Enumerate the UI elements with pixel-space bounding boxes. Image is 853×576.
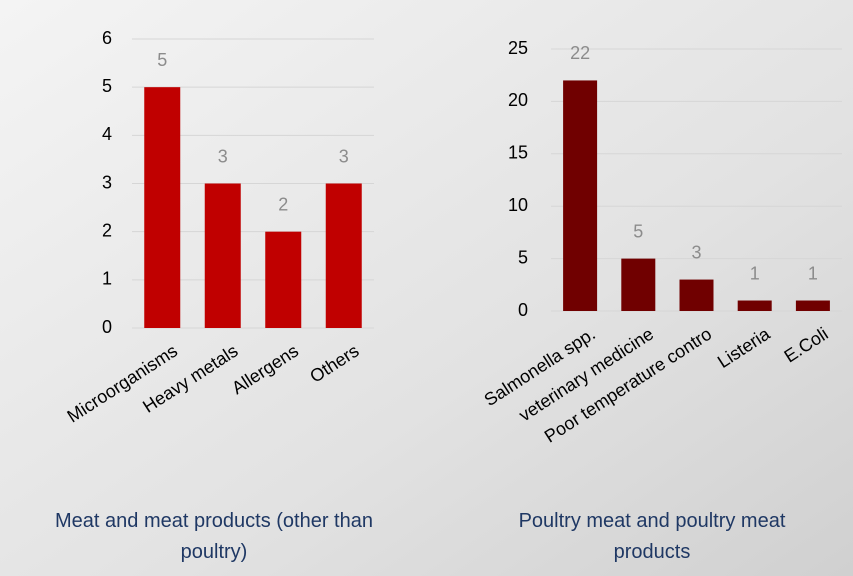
y-tick-label: 5 — [518, 247, 528, 267]
data-label: 3 — [691, 242, 701, 262]
caption: Poultry meat and poultry meat products — [518, 510, 786, 563]
bar — [265, 231, 302, 328]
y-tick-label: 4 — [102, 124, 112, 144]
y-tick-label: 15 — [508, 143, 528, 163]
data-label: 2 — [278, 194, 288, 214]
data-label: 22 — [570, 43, 590, 63]
data-label: 3 — [218, 146, 228, 166]
y-tick-label: 25 — [508, 38, 528, 58]
y-tick-label: 5 — [102, 76, 112, 96]
y-tick-label: 20 — [508, 90, 528, 110]
y-tick-label: 3 — [102, 172, 112, 192]
bar — [795, 300, 830, 311]
y-tick-label: 2 — [102, 220, 112, 240]
data-label: 1 — [808, 263, 818, 283]
data-label: 1 — [750, 263, 760, 283]
bar — [204, 183, 241, 328]
bar — [325, 183, 362, 328]
bar — [737, 300, 772, 311]
y-tick-label: 1 — [102, 269, 112, 289]
y-tick-label: 0 — [518, 300, 528, 320]
caption: Meat and meat products (other than poult… — [55, 510, 373, 563]
y-tick-label: 0 — [102, 317, 112, 337]
y-tick-label: 6 — [102, 28, 112, 48]
data-label: 5 — [157, 50, 167, 70]
bar — [621, 258, 656, 311]
bar — [144, 87, 181, 329]
bar — [679, 279, 714, 311]
bar — [563, 80, 598, 311]
data-label: 5 — [633, 221, 643, 241]
y-tick-label: 10 — [508, 195, 528, 215]
data-label: 3 — [339, 146, 349, 166]
